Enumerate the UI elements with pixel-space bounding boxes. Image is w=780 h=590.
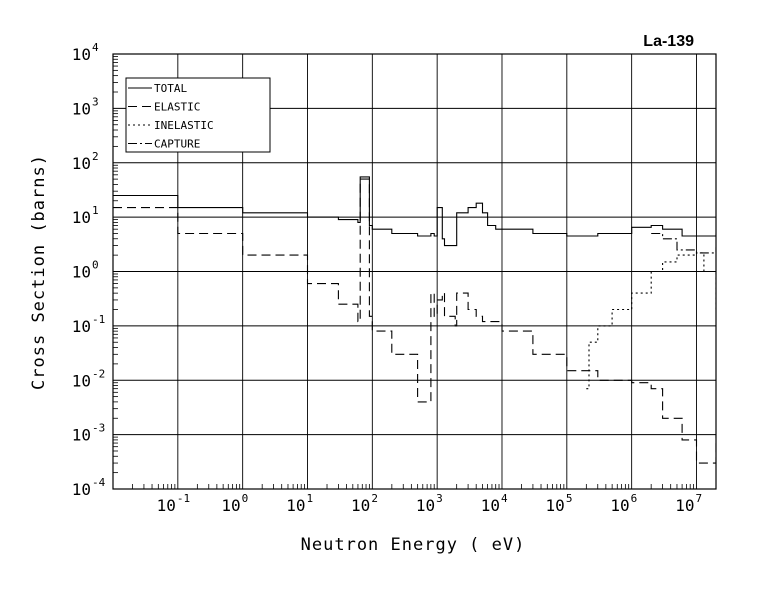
x-tick-label: 10	[286, 496, 305, 515]
y-tick-exponent: -4	[92, 476, 106, 489]
x-tick-label: 10	[221, 496, 240, 515]
x-tick-exponent: 0	[242, 492, 249, 505]
y-tick-label: 10	[72, 371, 91, 390]
y-tick-exponent: -2	[92, 367, 105, 380]
series-line-total	[113, 176, 716, 247]
y-tick-exponent: 3	[92, 95, 99, 108]
y-tick-exponent: 4	[92, 41, 99, 54]
y-tick-label: 10	[72, 426, 91, 445]
y-tick-label: 10	[72, 45, 91, 64]
y-tick-label: 10	[72, 480, 91, 499]
grid-lines	[113, 54, 716, 489]
x-tick-exponent: 7	[695, 492, 702, 505]
legend-box	[125, 77, 271, 153]
y-tick-label: 10	[72, 99, 91, 118]
y-tick-label: 10	[72, 263, 91, 282]
x-tick-exponent: -1	[177, 492, 190, 505]
legend-label: INELASTIC	[154, 119, 214, 132]
x-tick-label: 10	[157, 496, 176, 515]
x-tick-label: 10	[416, 496, 435, 515]
x-tick-exponent: 2	[371, 492, 378, 505]
y-tick-label: 10	[72, 154, 91, 173]
series-line-capture	[651, 232, 716, 254]
y-tick-exponent: 0	[92, 259, 99, 272]
y-tick-exponent: -3	[92, 422, 105, 435]
x-tick-label: 10	[675, 496, 694, 515]
x-axis-ticks: 10 -1 10 0 10 1 10 2 10 3 10 4 10 5 10 6 10 7	[132, 484, 717, 515]
x-tick-exponent: 1	[306, 492, 313, 505]
x-tick-exponent: 5	[566, 492, 573, 505]
y-tick-exponent: 2	[92, 150, 99, 163]
legend-label: TOTAL	[154, 82, 187, 95]
x-axis-label: Neutron Energy ( eV)	[301, 535, 526, 555]
x-tick-exponent: 3	[436, 492, 443, 505]
legend-label: CAPTURE	[154, 138, 200, 151]
legend-label: ELASTIC	[154, 101, 200, 114]
chart-title: La-139	[643, 33, 694, 50]
x-tick-exponent: 4	[501, 492, 508, 505]
y-tick-label: 10	[72, 317, 91, 336]
x-tick-label: 10	[546, 496, 565, 515]
plot-frame	[112, 53, 717, 490]
x-tick-label: 10	[481, 496, 500, 515]
series-line-elastic	[113, 178, 716, 464]
y-tick-exponent: -1	[92, 313, 105, 326]
x-tick-exponent: 6	[631, 492, 638, 505]
y-tick-exponent: 1	[92, 204, 99, 217]
x-tick-label: 10	[610, 496, 629, 515]
series-layer	[113, 176, 716, 464]
y-tick-label: 10	[72, 208, 91, 227]
y-axis-label: Cross Section (barns)	[29, 154, 49, 390]
legend: TOTAL ELASTIC INELASTIC CAPTURE	[125, 77, 271, 153]
x-tick-label: 10	[351, 496, 370, 515]
